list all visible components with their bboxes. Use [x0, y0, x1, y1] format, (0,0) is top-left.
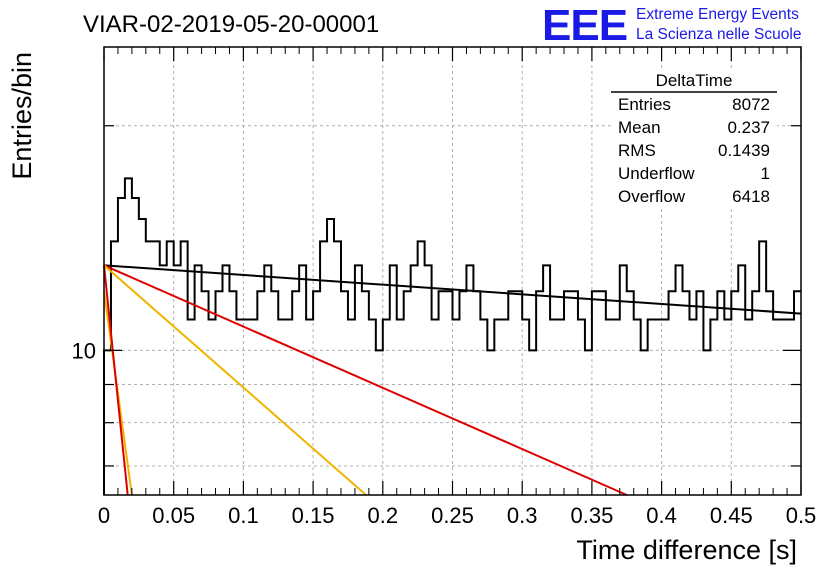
stats-box-background — [611, 71, 777, 209]
x-tick-label: 0.35 — [570, 503, 613, 528]
x-tick-label: 0.4 — [646, 503, 677, 528]
stats-rows: Entries 8072 Mean 0.237 RMS 0.1439 Underflow 1 O… — [618, 95, 770, 206]
x-tick-labels: 0 0.05 0.1 0.15 0.2 0.25 0.3 0.35 0.4 0.45 0.5 — [98, 503, 816, 528]
eee-logo-mark: EEE — [542, 1, 627, 50]
histogram-line — [103, 177, 801, 495]
x-tick-label: 0.5 — [786, 503, 817, 528]
fit-function-line — [103, 265, 129, 496]
x-tick-label: 0.15 — [292, 503, 335, 528]
stats-row-label: Overflow — [618, 187, 686, 206]
fit-function-line — [103, 264, 367, 496]
fit-function-line — [103, 264, 802, 315]
fit-function-line — [103, 264, 628, 496]
stats-row-label: RMS — [618, 141, 656, 160]
fit-functions — [103, 264, 802, 496]
stats-row-value: 8072 — [732, 95, 770, 114]
stats-row-value: 0.237 — [727, 118, 770, 137]
x-axis-title: Time difference [s] — [576, 535, 797, 565]
y-axis-title: Entries/bin — [7, 52, 37, 180]
stats-row-value: 6418 — [732, 187, 770, 206]
axis-ticks — [103, 47, 802, 495]
eee-logo-line2: La Scienza nelle Scuole — [636, 26, 801, 43]
x-tick-label: 0.45 — [710, 503, 753, 528]
y-tick-label: 10 — [72, 338, 96, 363]
x-tick-label: 0.1 — [228, 503, 259, 528]
x-tick-label: 0 — [98, 503, 110, 528]
stats-title: DeltaTime — [656, 71, 733, 90]
stats-row-label: Mean — [618, 118, 661, 137]
stats-row-value: 1 — [761, 164, 770, 183]
x-tick-label: 0.25 — [431, 503, 474, 528]
plot-title: VIAR-02-2019-05-20-00001 — [83, 11, 379, 38]
x-tick-label: 0.3 — [507, 503, 538, 528]
y-tick-labels: 10 — [72, 338, 96, 363]
stats-box: DeltaTime Entries 8072 Mean 0.237 RMS 0.1439 U… — [611, 71, 777, 209]
stats-row-label: Underflow — [618, 164, 695, 183]
x-tick-label: 0.05 — [152, 503, 195, 528]
eee-logo: EEE Extreme Energy Events La Scienza nel… — [542, 1, 801, 50]
eee-logo-line1: Extreme Energy Events — [636, 6, 799, 23]
stats-row-value: 0.1439 — [718, 141, 770, 160]
x-tick-label: 0.2 — [368, 503, 399, 528]
stats-row-label: Entries — [618, 95, 671, 114]
